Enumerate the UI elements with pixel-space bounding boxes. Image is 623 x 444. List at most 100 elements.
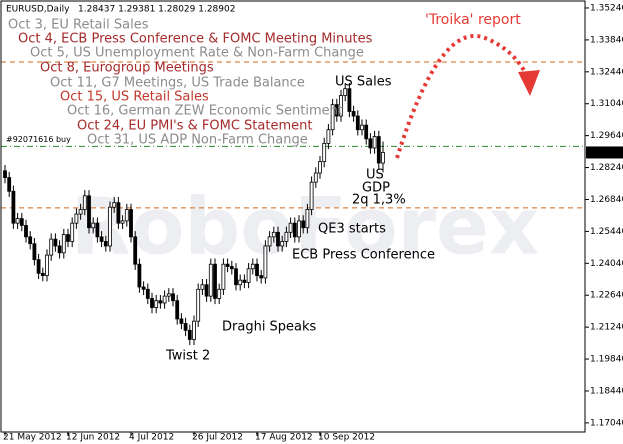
candle-body: [318, 161, 322, 174]
y-tick-label: 1.31040: [590, 99, 623, 109]
y-tick-label: 1.22640: [590, 291, 623, 301]
candle-body: [28, 236, 33, 245]
candle-body: [221, 263, 226, 290]
candle-body: [70, 222, 75, 242]
candle-body: [61, 234, 66, 254]
annotation: QE3 starts: [318, 222, 386, 237]
candle-body: [137, 263, 142, 288]
forecast-arrow: [395, 34, 530, 159]
candle-body: [129, 209, 133, 238]
candle-body: [330, 104, 335, 131]
candle-body: [271, 231, 276, 238]
candle-body: [91, 222, 96, 229]
candle-body: [95, 222, 100, 238]
candle-body: [124, 209, 129, 222]
annotation: Twist 2: [165, 349, 210, 364]
candle-body: [372, 136, 377, 149]
y-tick-label: 1.35240: [590, 3, 623, 13]
candle-body: [133, 236, 138, 265]
candle-body: [162, 295, 167, 304]
candle-body: [259, 275, 264, 279]
y-tick-label: 1.25440: [590, 227, 623, 237]
y-tick-label: 1.17040: [590, 418, 623, 428]
candle-body: [339, 95, 343, 117]
ohlc-label: 1.28437 1.29381 1.28029 1.28902: [78, 5, 235, 15]
candle-body: [276, 231, 280, 247]
event-note: Oct 5, US Unemployment Rate & Non-Farm C…: [30, 46, 364, 61]
annotation: US: [366, 168, 384, 183]
candle-body: [82, 195, 87, 210]
candle-body: [381, 152, 385, 164]
arrow-head: [518, 70, 540, 96]
candle-body: [334, 104, 339, 117]
y-tick-label: 1.19840: [590, 355, 623, 365]
candle-body: [183, 323, 188, 331]
price-box: [586, 146, 623, 159]
candle-body: [166, 293, 171, 297]
candle-body: [150, 298, 154, 308]
candle-body: [145, 288, 150, 299]
candle-body: [196, 288, 201, 322]
candle-body: [87, 195, 91, 229]
candle-body: [158, 300, 163, 304]
candle-body: [284, 231, 289, 242]
candle-body: [179, 318, 184, 324]
event-note: Oct 8, Eurogroup Meetings: [40, 61, 214, 76]
candle-body: [204, 284, 209, 297]
annotation: Draghi Speaks: [222, 320, 317, 335]
candle-body: [368, 138, 373, 149]
candle-body: [154, 300, 159, 308]
annotation: US Sales: [335, 75, 392, 90]
candle-body: [40, 272, 45, 277]
candle-body: [116, 202, 121, 224]
event-note: Oct 24, EU PMI's & FOMC Statement: [77, 119, 312, 134]
annotation: 2q 1,3%: [352, 193, 406, 208]
y-tick-label: 1.28240: [590, 163, 623, 173]
y-tick-label: 1.18440: [590, 386, 623, 396]
candle-body: [309, 181, 314, 210]
candle-body: [15, 218, 20, 224]
candle-body: [305, 209, 310, 229]
x-tick-label: 26 Jul 2012: [192, 433, 243, 443]
y-tick-label: 1.32440: [590, 67, 623, 77]
price-label: 1.28902: [589, 148, 623, 158]
y-tick-label: 1.33840: [590, 35, 623, 45]
candle-body: [343, 88, 348, 96]
event-note: Oct 16, German ZEW Economic Sentiment: [67, 104, 343, 119]
candle-body: [24, 225, 28, 238]
candle-body: [297, 220, 301, 238]
candle-body: [57, 245, 62, 254]
candle-body: [217, 288, 222, 299]
candle-body: [288, 222, 293, 233]
x-tick-label: 12 Jun 2012: [66, 433, 120, 443]
event-note: Oct 15, US Retail Sales: [60, 90, 209, 105]
candle-body: [246, 268, 251, 283]
candle-body: [32, 243, 37, 261]
forecast-label: 'Troika' report: [425, 12, 521, 28]
candle-body: [19, 218, 24, 226]
symbol: EURUSD,Daily: [6, 5, 70, 15]
plot-frame: [0, 0, 586, 433]
candle-body: [120, 220, 125, 224]
candle-body: [242, 279, 247, 283]
y-tick-label: 1.24040: [590, 259, 623, 269]
candle-body: [108, 206, 112, 247]
candle-body: [200, 284, 205, 290]
candle-body: [301, 220, 306, 229]
candle-body: [36, 259, 41, 274]
candle-body: [171, 293, 175, 302]
candle-body: [141, 286, 146, 290]
y-tick-label: 1.26840: [590, 195, 623, 205]
candle-body: [213, 263, 217, 299]
annotation: ECB Press Conference: [292, 248, 435, 263]
x-tick-label: 21 May 2012: [3, 433, 62, 443]
y-tick-label: 1.29640: [590, 131, 623, 141]
candle-body: [3, 170, 7, 178]
candle-body: [225, 263, 230, 267]
candle-body: [355, 115, 360, 131]
candle-body: [66, 234, 70, 242]
candle-body: [74, 213, 79, 224]
candle-body: [376, 136, 381, 164]
x-tick-label: 17 Aug 2012: [255, 433, 313, 443]
candle-body: [49, 238, 54, 256]
